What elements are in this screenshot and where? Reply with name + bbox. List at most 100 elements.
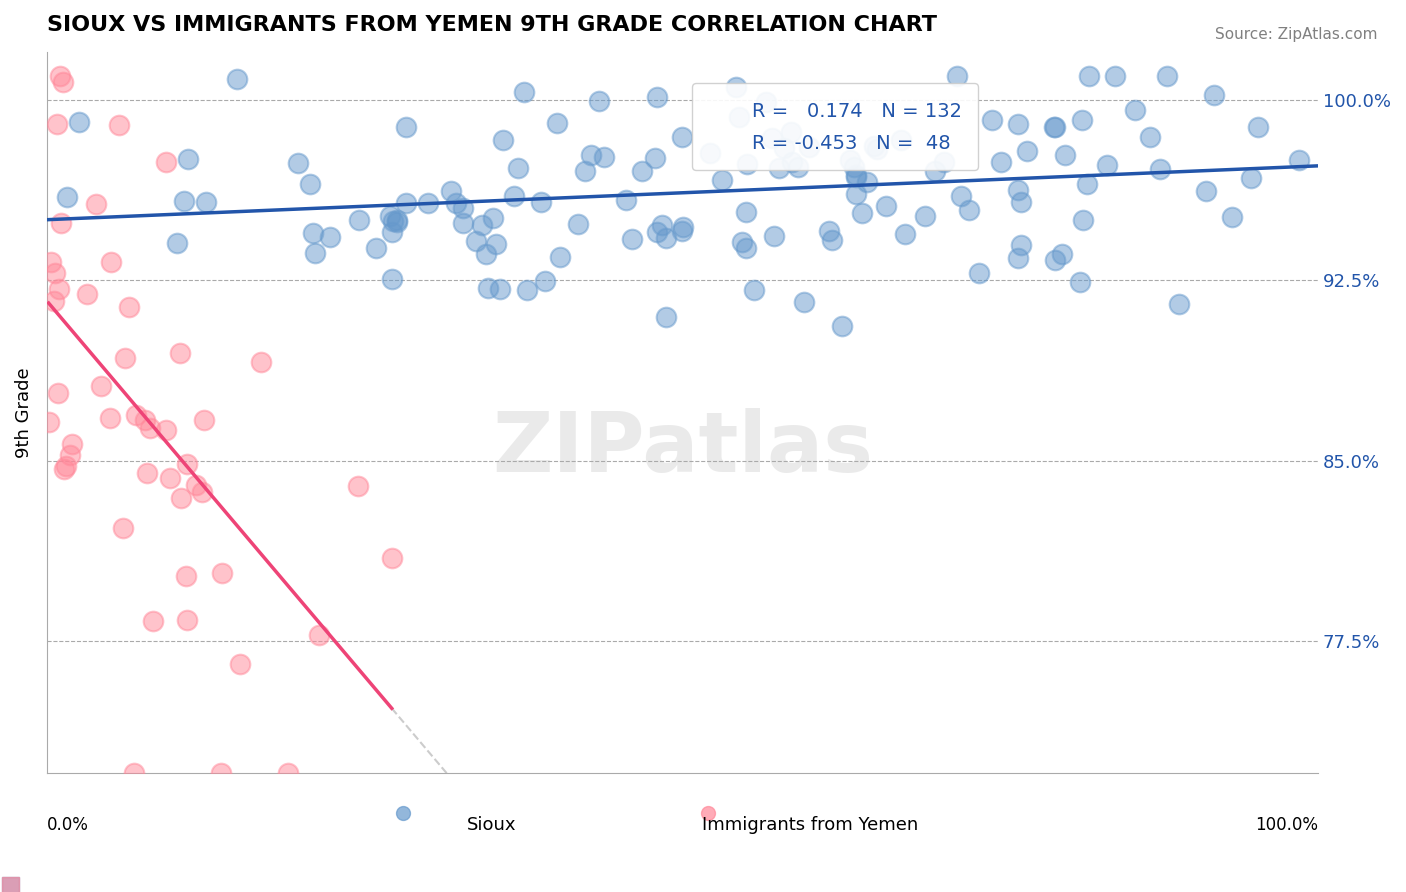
- Point: [193, 413, 215, 427]
- Point: [506, 161, 529, 176]
- Point: [76, 286, 98, 301]
- Point: [55, 458, 77, 473]
- Point: [863, 138, 886, 153]
- Point: [1139, 129, 1161, 144]
- Point: [516, 283, 538, 297]
- Point: [287, 156, 309, 170]
- Point: [67, 115, 90, 129]
- Point: [1007, 117, 1029, 131]
- Point: [671, 220, 693, 235]
- Point: [550, 250, 572, 264]
- Point: [1010, 194, 1032, 209]
- Point: [39, 255, 62, 269]
- Point: [166, 236, 188, 251]
- Point: [645, 89, 668, 103]
- Point: [842, 160, 865, 174]
- Point: [1095, 158, 1118, 172]
- Point: [773, 141, 796, 155]
- Point: [159, 471, 181, 485]
- Point: [51, 216, 73, 230]
- Point: [797, 140, 820, 154]
- Point: [277, 766, 299, 780]
- Point: [735, 240, 758, 254]
- Point: [890, 133, 912, 147]
- Point: [138, 421, 160, 435]
- Text: 100.0%: 100.0%: [1256, 816, 1319, 835]
- Point: [387, 215, 409, 229]
- Point: [184, 477, 207, 491]
- Point: [1007, 183, 1029, 197]
- Text: ZIPatlas: ZIPatlas: [492, 408, 873, 489]
- Point: [299, 177, 322, 191]
- Point: [967, 266, 990, 280]
- Point: [534, 273, 557, 287]
- Point: [855, 175, 877, 189]
- Point: [1123, 103, 1146, 117]
- Point: [1194, 184, 1216, 198]
- Point: [762, 229, 785, 244]
- Point: [46, 386, 69, 401]
- Point: [440, 185, 463, 199]
- Point: [1050, 247, 1073, 261]
- Point: [364, 241, 387, 255]
- Point: [1202, 88, 1225, 103]
- Point: [503, 189, 526, 203]
- Point: [990, 155, 1012, 169]
- Point: [579, 148, 602, 162]
- Point: [865, 142, 887, 156]
- Point: [491, 133, 513, 147]
- Point: [114, 351, 136, 366]
- Point: [755, 95, 778, 109]
- Point: [821, 233, 844, 247]
- Point: [176, 457, 198, 471]
- Point: [831, 319, 853, 334]
- Point: [395, 120, 418, 134]
- Point: [60, 437, 83, 451]
- Point: [471, 218, 494, 232]
- Point: [851, 206, 873, 220]
- Point: [52, 75, 75, 89]
- Point: [482, 211, 505, 225]
- Point: [381, 225, 404, 239]
- Point: [381, 214, 404, 228]
- Point: [42, 294, 65, 309]
- Y-axis label: 9th Grade: 9th Grade: [15, 368, 32, 458]
- Point: [817, 224, 839, 238]
- Point: [45, 117, 67, 131]
- Point: [122, 766, 145, 780]
- Point: [108, 118, 131, 132]
- Point: [614, 193, 637, 207]
- Point: [308, 628, 330, 642]
- Point: [620, 231, 643, 245]
- Point: [304, 245, 326, 260]
- Point: [768, 161, 790, 175]
- Point: [949, 189, 972, 203]
- Point: [1054, 147, 1077, 161]
- Point: [117, 301, 139, 315]
- Point: [84, 197, 107, 211]
- Point: [319, 230, 342, 244]
- Point: [1104, 69, 1126, 83]
- Point: [211, 566, 233, 580]
- Point: [170, 491, 193, 506]
- Point: [546, 116, 568, 130]
- Point: [209, 766, 232, 780]
- Point: [934, 155, 956, 169]
- Point: [1240, 171, 1263, 186]
- Point: [1247, 120, 1270, 135]
- Point: [651, 218, 673, 232]
- Point: [655, 310, 678, 325]
- Text: Sioux: Sioux: [467, 816, 516, 835]
- Point: [574, 164, 596, 178]
- Legend: R =   0.174   N = 132, R = -0.453   N =  48: R = 0.174 N = 132, R = -0.453 N = 48: [692, 83, 979, 169]
- Point: [416, 195, 439, 210]
- Point: [174, 569, 197, 583]
- Point: [592, 150, 614, 164]
- Point: [381, 272, 404, 286]
- Point: [451, 216, 474, 230]
- Point: [134, 412, 156, 426]
- Point: [844, 168, 866, 182]
- Point: [301, 227, 323, 241]
- Point: [1220, 210, 1243, 224]
- Point: [735, 157, 758, 171]
